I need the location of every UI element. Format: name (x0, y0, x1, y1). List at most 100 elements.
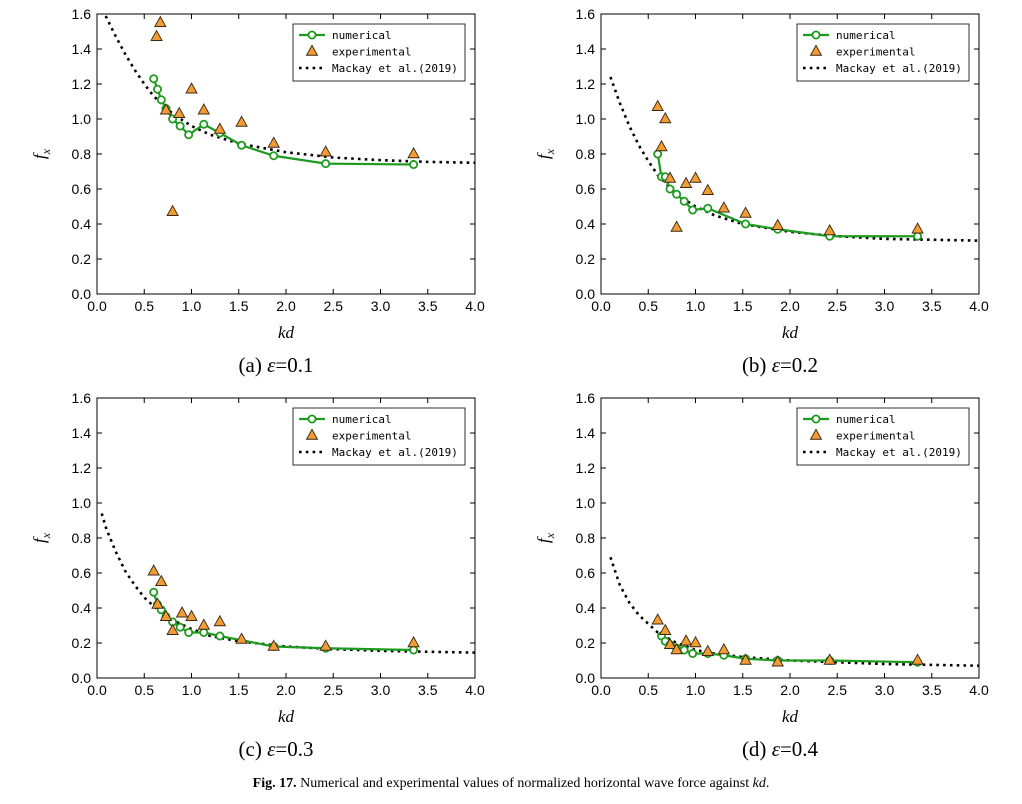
x-tick-label: 2.5 (828, 682, 848, 698)
x-tick-label: 4.0 (465, 682, 485, 698)
experimental-point (823, 653, 836, 665)
numerical-point (409, 645, 419, 655)
y-tick-label: 0.8 (576, 146, 596, 162)
y-tick-label: 1.2 (576, 76, 596, 92)
y-tick-label: 1.4 (576, 425, 596, 441)
y-tick-label: 1.6 (72, 6, 92, 22)
numerical-point (688, 205, 698, 215)
x-axis-title: kd (782, 323, 799, 342)
legend: numerical experimental Mackay et al.(2019) (796, 407, 970, 466)
legend-label: numerical (332, 29, 392, 42)
y-tick-label: 0.8 (576, 530, 596, 546)
numerical-point (653, 149, 663, 159)
numerical-point (149, 587, 159, 597)
experimental-point (235, 115, 248, 127)
legend-experimental-marker (305, 428, 319, 440)
plot-frame (600, 397, 980, 679)
x-tick-label: 1.5 (733, 298, 753, 314)
legend-box (292, 407, 466, 466)
chart-panel-a: 0.0 0.5 1.0 1.5 2.0 2.5 3.0 3.5 4.0 0.0 0.2 0.4 0.6 0… (30, 6, 485, 377)
legend-label: numerical (332, 413, 392, 426)
x-tick-label: 4.0 (969, 298, 989, 314)
x-tick-label: 3.0 (875, 298, 895, 314)
caption-label: Fig. 17. (252, 776, 297, 791)
experimental-point (689, 635, 702, 648)
y-tick-label: 1.2 (72, 76, 92, 92)
x-axis-title: kd (278, 323, 295, 342)
experimental-point (175, 606, 189, 618)
chart-panel-b: 0.0 0.5 1.0 1.5 2.0 2.5 3.0 3.5 4.0 0.0 0.2 0.4 0.6 0… (534, 6, 989, 377)
numerical-point (149, 74, 159, 84)
experimental-point (670, 220, 683, 232)
legend-experimental-marker (305, 44, 319, 56)
numerical-point (688, 649, 698, 659)
y-tick-label: 0.0 (576, 286, 596, 302)
plot-area (102, 14, 475, 216)
experimental-point (663, 637, 677, 649)
x-axis-title: kd (782, 707, 799, 726)
y-tick-label: 0.2 (72, 251, 92, 267)
y-tick-label: 1.4 (72, 41, 92, 57)
x-tick-label: 1.0 (686, 298, 706, 314)
figure-caption: Fig. 17. Numerical and experimental valu… (0, 776, 1022, 792)
y-tick-label: 0.6 (72, 565, 92, 581)
numerical-point (184, 130, 194, 140)
experimental-point (771, 655, 784, 667)
legend-experimental-marker (809, 428, 823, 440)
x-tick-label: 2.0 (276, 682, 296, 698)
experimental-point (267, 639, 280, 651)
y-tick-label: 1.4 (576, 41, 596, 57)
legend-label: Mackay et al.(2019) (332, 62, 458, 75)
legend-label: experimental (836, 430, 915, 443)
panel-caption: (b) ε=0.2 (742, 353, 818, 377)
y-axis-title: fx (534, 148, 557, 159)
numerical-point (175, 622, 185, 632)
experimental-point (319, 639, 332, 651)
experimental-point (651, 99, 664, 111)
numerical-point (199, 628, 209, 638)
y-tick-label: 0.8 (72, 530, 92, 546)
numerical-point (321, 159, 331, 169)
experimental-point (197, 618, 211, 630)
experimental-point (655, 139, 668, 152)
experimental-point (717, 201, 731, 213)
experimental-point (823, 223, 836, 236)
y-tick-label: 0.6 (576, 565, 596, 581)
legend: numerical experimental Mackay et al.(2019) (292, 23, 466, 82)
y-tick-label: 0.8 (72, 146, 92, 162)
chart-panel-d: 0.0 0.5 1.0 1.5 2.0 2.5 3.0 3.5 4.0 0.0 0.2 0.4 0.6 0… (534, 390, 989, 761)
plot-frame (96, 13, 476, 295)
experimental-point (154, 574, 168, 586)
numerical-point (184, 628, 194, 638)
y-tick-label: 1.0 (576, 495, 596, 511)
x-tick-label: 4.0 (465, 298, 485, 314)
y-tick-label: 0.6 (72, 181, 92, 197)
legend-label: Mackay et al.(2019) (332, 446, 458, 459)
experimental-point (670, 642, 683, 655)
experimental-point (159, 103, 173, 115)
series-numerical-line (656, 153, 918, 238)
x-tick-label: 0.0 (591, 298, 611, 314)
y-tick-label: 0.0 (72, 670, 92, 686)
experimental-point (663, 171, 677, 183)
legend-box (796, 23, 970, 82)
numerical-point (703, 203, 713, 213)
series-mackay-line (102, 14, 475, 165)
y-tick-label: 0.0 (576, 670, 596, 686)
y-tick-label: 1.0 (72, 495, 92, 511)
plot-area (609, 556, 979, 668)
experimental-point (658, 623, 672, 635)
plot-frame (96, 397, 476, 679)
series-mackay-line (609, 556, 979, 668)
x-tick-label: 0.5 (135, 682, 155, 698)
y-tick-label: 1.2 (72, 460, 92, 476)
y-axis-title: fx (30, 148, 53, 159)
legend-experimental-marker (809, 44, 823, 56)
numerical-point (269, 151, 279, 161)
x-tick-label: 3.5 (922, 682, 942, 698)
caption-text-italic: kd (752, 776, 766, 791)
y-tick-label: 1.6 (72, 390, 92, 406)
numerical-point (665, 184, 675, 194)
experimental-point (319, 145, 332, 157)
